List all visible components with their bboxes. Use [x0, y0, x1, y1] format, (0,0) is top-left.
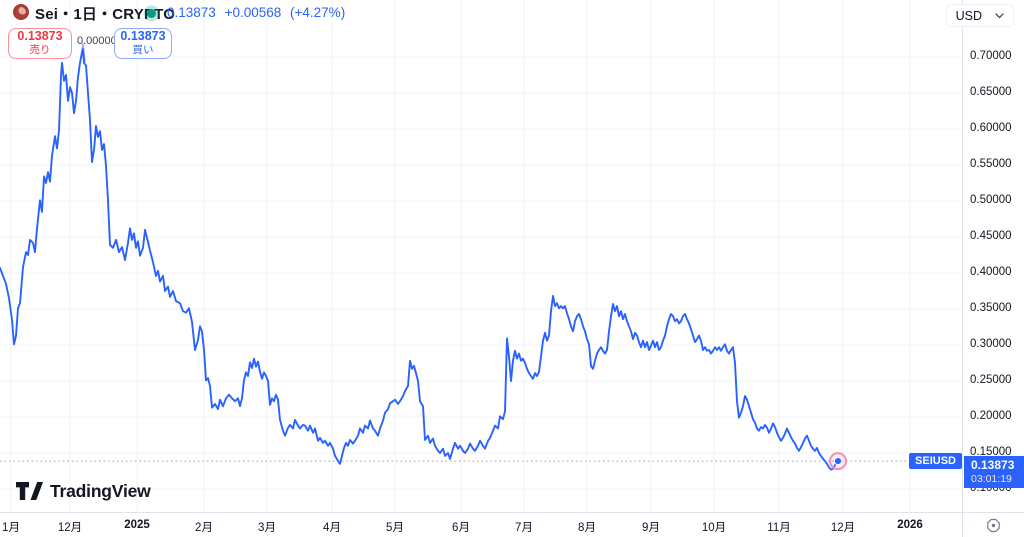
last-price: 0.13873: [167, 5, 216, 20]
bar-countdown: 03:01:19: [971, 473, 1012, 485]
price-tick-label: 0.50000: [970, 194, 1012, 206]
price-axis[interactable]: 0.10000 0.15000 0.20000 0.25000 0.30000 0.350…: [962, 0, 1024, 512]
price-tick-label: 0.65000: [970, 86, 1012, 98]
price-tick-label: 0.55000: [970, 158, 1012, 170]
current-price-badge: 0.13873 03:01:19: [964, 456, 1024, 488]
currency-selector[interactable]: USD: [945, 4, 1014, 27]
currency-value: USD: [955, 8, 982, 23]
sei-coin-icon: [13, 4, 29, 20]
time-tick-label: 8月: [578, 522, 596, 534]
series-symbol-badge[interactable]: SEIUSD: [909, 453, 962, 469]
buy-price: 0.13873: [120, 29, 166, 44]
time-axis[interactable]: 1月 12月 2025 2月 3月 4月 5月 6月 7月 8月 9月 10月 11月 12月 2026: [0, 512, 962, 537]
symbol-title: Sei・1日・CRYPTO: [35, 6, 176, 23]
price-tick-label: 0.45000: [970, 230, 1012, 242]
market-status-dot-icon: [147, 9, 156, 18]
time-tick-label: 3月: [258, 522, 276, 534]
time-tick-label: 2026: [897, 519, 923, 531]
current-price-value: 0.13873: [971, 458, 1015, 472]
time-tick-label: 1月: [2, 522, 20, 534]
price-tick-label: 0.30000: [970, 338, 1012, 350]
header-price-line: 0.13873 +0.00568 (+4.27%): [167, 5, 350, 20]
price-tick-label: 0.40000: [970, 266, 1012, 278]
tradingview-logo-text: TradingView: [50, 481, 151, 501]
axis-settings-gear-icon[interactable]: [986, 518, 1001, 533]
axis-corner: [962, 512, 1024, 537]
buy-label: 買い: [132, 44, 154, 57]
buy-button[interactable]: 0.13873 買い: [114, 28, 172, 59]
time-tick-label: 2月: [195, 522, 213, 534]
sell-label: 売り: [29, 44, 51, 57]
tradingview-mark-icon: [16, 482, 43, 500]
price-tick-label: 0.60000: [970, 122, 1012, 134]
price-change: +0.00568: [224, 5, 282, 20]
time-tick-label: 6月: [452, 522, 470, 534]
time-tick-label: 4月: [323, 522, 341, 534]
time-tick-label: 9月: [642, 522, 660, 534]
price-tick-label: 0.20000: [970, 410, 1012, 422]
time-tick-label: 5月: [386, 522, 404, 534]
time-tick-label: 12月: [830, 522, 856, 534]
price-tick-label: 0.25000: [970, 374, 1012, 386]
price-tick-label: 0.35000: [970, 302, 1012, 314]
indicator-value-label: 0.00000: [77, 35, 117, 47]
time-tick-label: 12月: [57, 522, 83, 534]
time-tick-label: 7月: [515, 522, 533, 534]
price-change-percent: (+4.27%): [290, 5, 346, 20]
price-tick-label: 0.15000: [970, 446, 1012, 458]
time-tick-label: 11月: [767, 522, 791, 534]
time-tick-label: 10月: [701, 522, 727, 534]
tradingview-logo[interactable]: TradingView: [16, 481, 151, 502]
price-line-chart: [0, 0, 962, 512]
time-tick-label: 2025: [124, 519, 150, 531]
price-tick-label: 0.70000: [970, 50, 1012, 62]
chart-plot-area[interactable]: [0, 0, 962, 512]
sell-button[interactable]: 0.13873 売り: [8, 28, 72, 59]
sell-price: 0.13873: [17, 29, 63, 44]
chevron-down-icon: [995, 12, 1004, 18]
